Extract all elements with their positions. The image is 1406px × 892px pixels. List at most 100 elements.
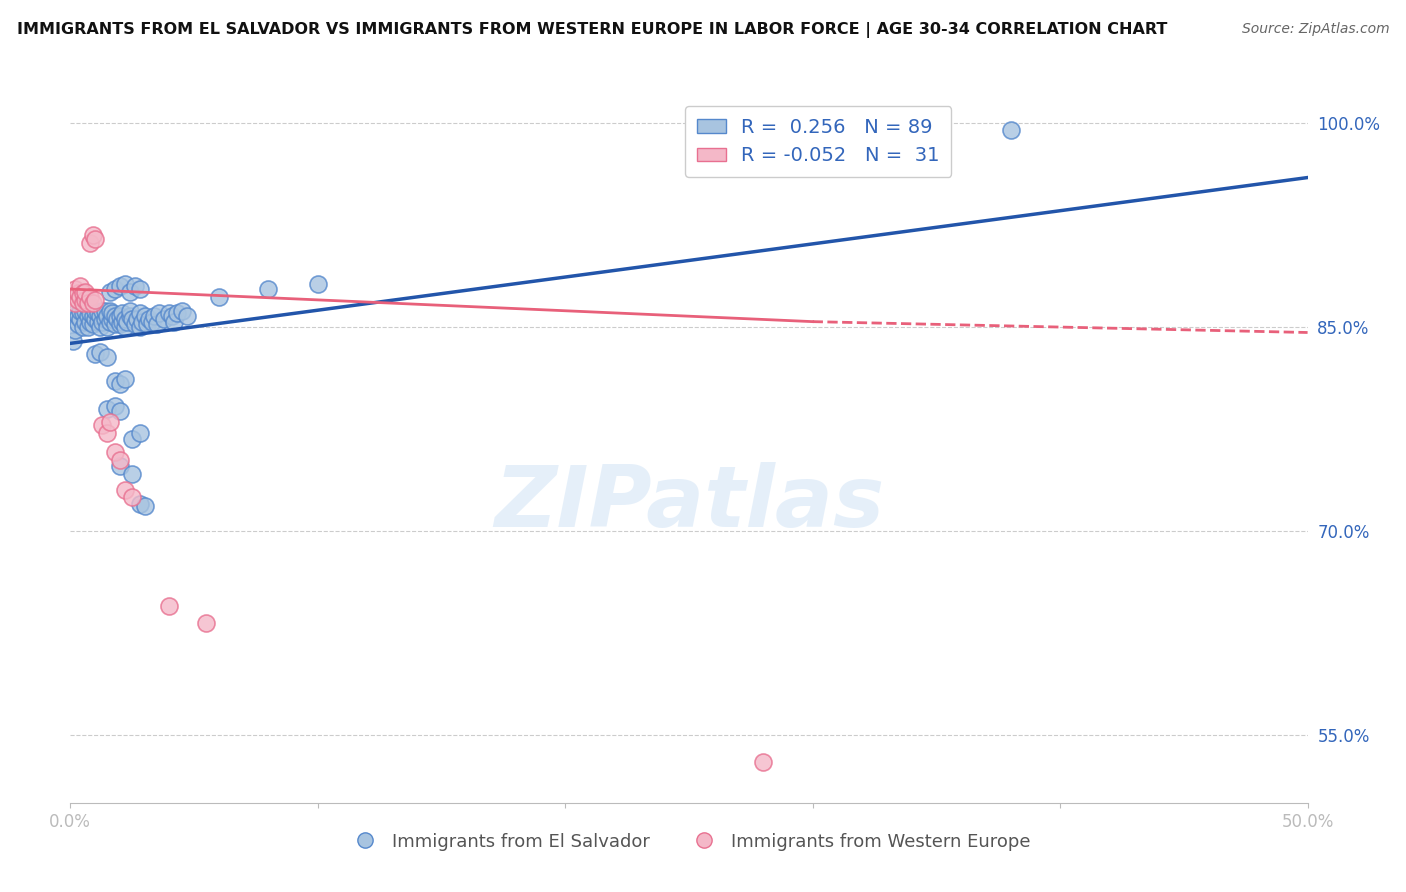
Point [66,286,89,301]
Point [118,309,141,323]
Point [66,318,89,332]
Point [128,320,150,334]
Point [82,318,104,332]
Point [114,312,136,326]
Point [124,279,146,293]
Point [114,277,136,291]
Point [84,303,107,318]
Point [108,309,131,323]
Point [82,309,104,323]
Point [108,404,131,418]
Point [104,318,127,332]
Point [89,309,111,323]
Point [75,295,97,310]
Point [176,309,198,323]
Point [69,312,91,326]
Point [96,401,118,416]
Point [105,312,128,326]
Point [72,306,94,320]
Point [96,350,118,364]
Point [111,306,134,320]
Legend: Immigrants from El Salvador, Immigrants from Western Europe: Immigrants from El Salvador, Immigrants … [340,826,1038,858]
Point [91,417,114,432]
Point [134,500,156,514]
Point [69,279,91,293]
Point [66,309,89,323]
Point [104,282,127,296]
Point [91,303,114,318]
Point [96,320,118,334]
Point [96,426,118,441]
Point [114,483,136,498]
Point [72,320,94,334]
Point [166,306,188,320]
Point [75,293,97,307]
Point [79,290,101,304]
Point [86,306,108,320]
Point [138,312,160,326]
Point [160,309,183,323]
Point [84,232,107,246]
Point [114,320,136,334]
Point [134,309,156,323]
Text: ZIPatlas: ZIPatlas [494,461,884,545]
Point [131,315,153,329]
Point [65,306,87,320]
Point [121,312,143,326]
Point [118,303,141,318]
Point [104,445,127,459]
Point [157,599,180,613]
Point [148,306,170,320]
Text: IMMIGRANTS FROM EL SALVADOR VS IMMIGRANTS FROM WESTERN EUROPE IN LABOR FORCE | A: IMMIGRANTS FROM EL SALVADOR VS IMMIGRANT… [17,22,1167,38]
Point [94,312,117,326]
Point [752,755,775,769]
Point [108,458,131,473]
Point [111,315,134,329]
Point [62,290,84,304]
Point [76,309,98,323]
Point [128,282,150,296]
Point [104,375,127,389]
Point [153,312,176,326]
Point [79,235,101,250]
Point [75,303,97,318]
Point [118,285,141,299]
Point [79,315,101,329]
Point [136,318,159,332]
Point [307,277,329,291]
Point [65,323,87,337]
Point [84,347,107,361]
Point [195,616,218,631]
Point [72,286,94,301]
Point [121,490,143,504]
Point [98,415,121,429]
Point [121,432,143,446]
Point [115,315,138,329]
Point [84,312,107,326]
Point [69,303,91,318]
Point [62,334,84,348]
Point [84,293,107,307]
Point [108,318,131,332]
Point [108,279,131,293]
Point [82,295,104,310]
Point [101,306,124,320]
Point [128,497,150,511]
Text: Source: ZipAtlas.com: Source: ZipAtlas.com [1241,22,1389,37]
Point [65,282,87,296]
Point [146,318,169,332]
Point [108,453,131,467]
Point [94,303,117,318]
Point [108,377,131,392]
Point [104,399,127,413]
Point [69,290,91,304]
Point [76,295,98,310]
Point [143,309,166,323]
Point [75,285,97,299]
Point [157,306,180,320]
Point [98,285,121,299]
Point [141,315,163,329]
Point [98,303,121,318]
Point [1000,123,1022,137]
Point [98,315,121,329]
